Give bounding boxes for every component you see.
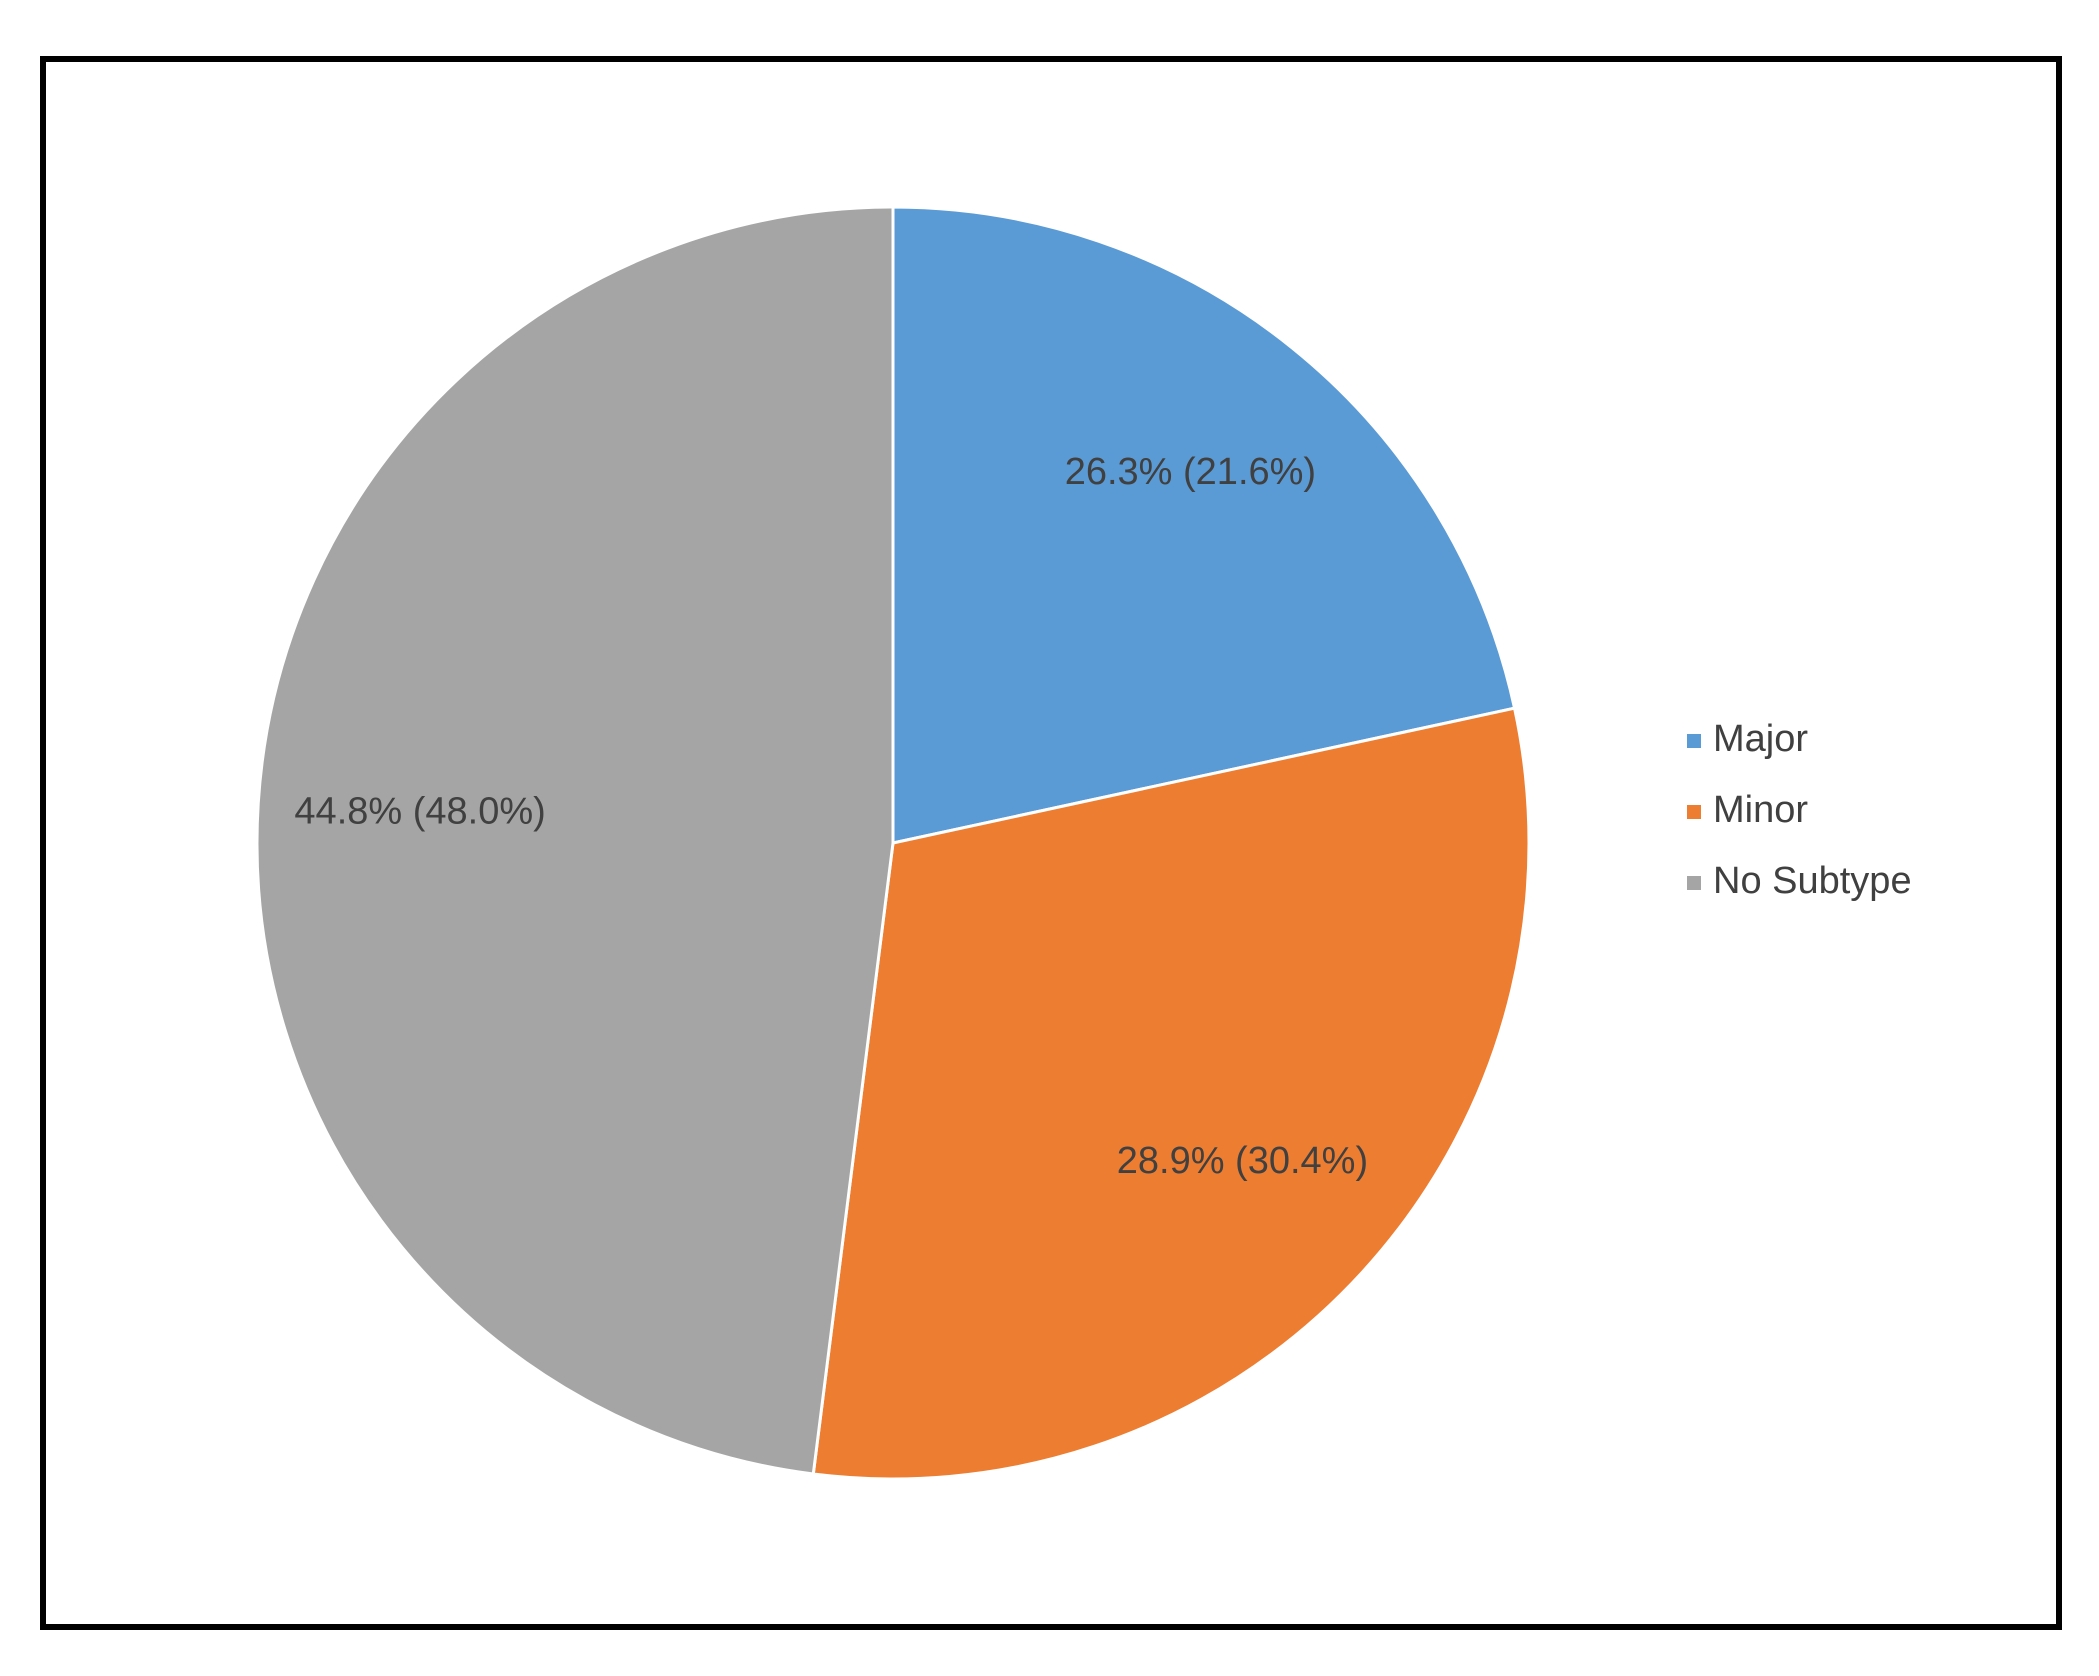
legend-label: No Subtype [1713, 860, 1912, 902]
data-label: 44.8% (48.0%) [294, 790, 545, 832]
legend-swatch [1687, 805, 1701, 819]
legend-swatch [1687, 734, 1701, 748]
pie-slice [891, 205, 1517, 845]
legend-swatch [1687, 876, 1701, 890]
pie-slice [811, 706, 1531, 1481]
data-label: 28.9% (30.4%) [1117, 1140, 1368, 1182]
legend-label: Major [1713, 718, 1808, 760]
pie-slice [255, 205, 895, 1476]
legend-label: Minor [1713, 789, 1808, 831]
data-label: 26.3% (21.6%) [1065, 451, 1316, 493]
